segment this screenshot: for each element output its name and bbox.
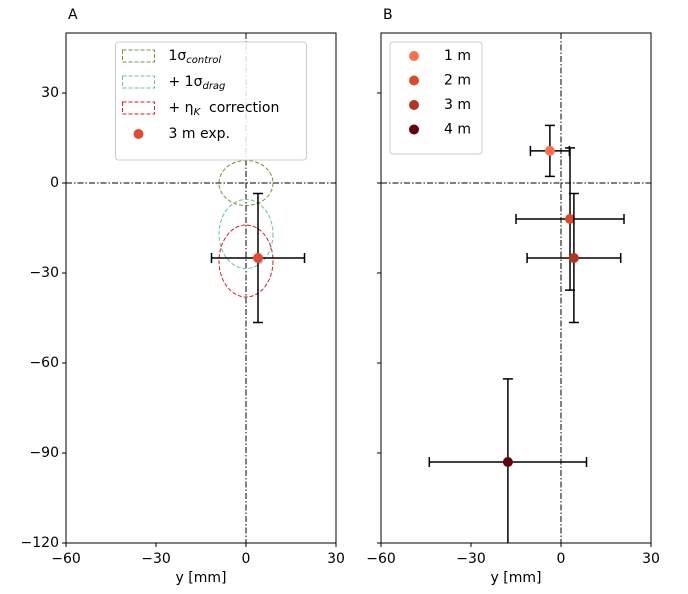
ellipse (218, 224, 274, 298)
axes-frame (380, 32, 652, 544)
point (568, 253, 579, 263)
point (565, 214, 575, 224)
x-axis-label: y [mm] (491, 570, 542, 586)
legend-box (115, 41, 307, 161)
legend-label-suffix: correction (200, 100, 279, 116)
ellipse (218, 199, 274, 269)
x-axis-label: y [mm] (176, 570, 227, 586)
legend-swatch (122, 75, 155, 89)
x-tick-label: −30 (141, 551, 171, 567)
x-tick-label: −30 (456, 551, 486, 567)
legend-label-main: 1 m (444, 48, 471, 64)
x-tick-label: 0 (557, 551, 566, 567)
legend-marker (409, 124, 419, 135)
legend-swatch (122, 101, 155, 115)
axes-frame (65, 32, 337, 544)
x-tick-label: 30 (327, 551, 345, 567)
y-tick-label: −120 (21, 535, 59, 551)
legend-marker (409, 75, 419, 86)
legend-label-main: 4 m (444, 122, 471, 138)
legend-label: 3 m (444, 97, 471, 113)
panel: −60 −30 0 30 y [mm] B 1 m 2 m 3 m 4 m (366, 7, 660, 586)
legend-marker (409, 51, 419, 61)
legend-label: + ηK correction (169, 100, 280, 118)
legend-label-main: + η (169, 100, 194, 116)
point (253, 253, 263, 263)
legend-label-main: 3 m exp. (169, 126, 230, 142)
legend-marker (133, 129, 144, 139)
point (502, 457, 513, 467)
legend-swatch (122, 49, 155, 63)
panel-label: A (68, 7, 78, 23)
panel-label: B (383, 7, 393, 23)
legend-label-main: 3 m (444, 97, 471, 113)
legend-label: 4 m (444, 122, 471, 138)
legend-label: 1σcontrol (169, 48, 222, 66)
y-tick-label: 0 (50, 175, 59, 191)
legend: 1 m 2 m 3 m 4 m (389, 41, 483, 155)
y-tick-label: 30 (41, 85, 59, 101)
x-tick-label: 0 (242, 551, 251, 567)
x-tick-label: −60 (366, 551, 396, 567)
x-tick-label: 30 (642, 551, 660, 567)
legend-label-main: + 1σ (169, 74, 203, 90)
legend-label-main: 2 m (444, 73, 471, 89)
legend: 1σcontrol + 1σdrag + ηK correction 3 m exp. (115, 41, 307, 161)
y-tick-label: −30 (29, 265, 59, 281)
panel: −60 −30 0 30 −120 −90 −60 −30 0 30 y [mm] A 1σcontro… (21, 7, 345, 586)
legend-label-subscript: control (186, 55, 221, 66)
y-tick-label: −90 (29, 445, 59, 461)
legend-label: + 1σdrag (169, 74, 226, 92)
point (544, 145, 555, 156)
x-tick-label: −60 (51, 551, 81, 567)
legend-label-subscript: drag (202, 81, 225, 92)
legend-label: 1 m (444, 48, 471, 64)
y-tick-label: −60 (29, 355, 59, 371)
legend-label: 3 m exp. (169, 126, 230, 142)
plot-area (381, 33, 651, 543)
legend-marker (409, 100, 419, 110)
legend-label-subscript: K (194, 107, 202, 118)
legend-label-main: 1σ (169, 48, 187, 64)
legend-label: 2 m (444, 73, 471, 89)
